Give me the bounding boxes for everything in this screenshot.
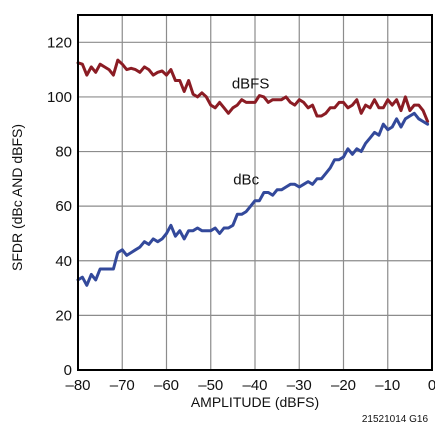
x-tick-label: –10 — [375, 377, 400, 394]
x-tick-label: –70 — [110, 377, 135, 394]
y-tick-label: 0 — [64, 362, 72, 379]
series-annotations: dBFS dBc — [232, 76, 270, 189]
series-line-dbc — [76, 111, 430, 287]
x-tick-label: –20 — [331, 377, 356, 394]
x-tick-label: –40 — [242, 377, 267, 394]
y-tick-label: 80 — [55, 144, 72, 161]
x-tick-label: 0 — [428, 377, 435, 394]
y-axis-label: SFDR (dBc AND dBFS) — [9, 124, 25, 271]
x-tick-label: –60 — [154, 377, 179, 394]
y-tick-label: 20 — [55, 307, 72, 324]
grid — [77, 15, 433, 371]
x-axis-label: AMPLITUDE (dBFS) — [191, 394, 319, 410]
series-layer — [76, 58, 430, 287]
y-tick-label: 120 — [47, 34, 72, 51]
y-tick-label: 100 — [47, 89, 72, 106]
series-annotation: dBc — [233, 171, 259, 188]
figure-code: 21521014 G16 — [362, 414, 429, 425]
x-tick-label: –30 — [287, 377, 312, 394]
x-tick-label: –80 — [65, 377, 90, 394]
y-tick-label: 60 — [55, 198, 72, 215]
tick-labels: –80 –70 –60 –50 –40 –30 –20 –10 0 0 20 40 60 80 100 120 — [47, 34, 435, 394]
plot-frame — [77, 14, 433, 371]
series-annotation: dBFS — [232, 76, 270, 93]
x-tick-label: –50 — [198, 377, 223, 394]
series-line-dbfs — [76, 58, 430, 123]
y-tick-label: 40 — [55, 253, 72, 270]
